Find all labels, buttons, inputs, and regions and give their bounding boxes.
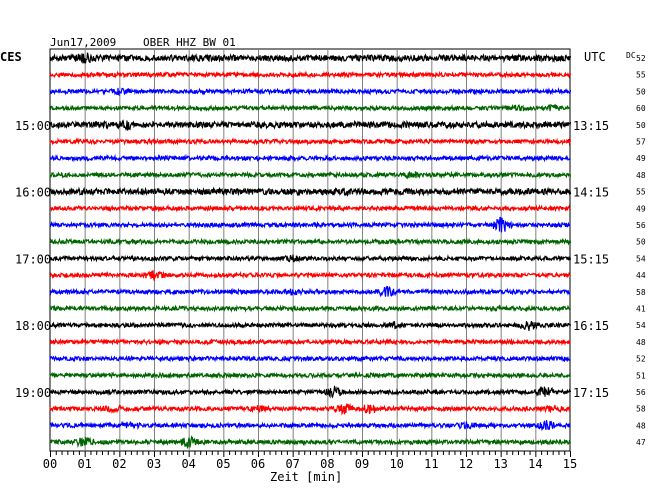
x-tick-label: 04 xyxy=(181,457,195,471)
seismic-trace xyxy=(49,420,571,431)
dc-value-label: 54 xyxy=(636,321,646,330)
dc-value-label: 58 xyxy=(636,405,646,414)
dc-value-label: 48 xyxy=(636,421,646,430)
x-tick-label: 10 xyxy=(389,457,403,471)
x-tick-label: 07 xyxy=(285,457,299,471)
seismic-trace xyxy=(49,186,572,197)
seismic-trace xyxy=(49,103,571,113)
x-tick-label: 00 xyxy=(43,457,57,471)
dc-value-label: 44 xyxy=(636,271,646,280)
x-tick-label: 03 xyxy=(147,457,161,471)
x-tick-label: 01 xyxy=(77,457,91,471)
dc-value-label: 56 xyxy=(636,221,646,230)
seismic-trace xyxy=(49,70,572,79)
seismic-trace xyxy=(49,119,572,131)
plot-labels: Jun17,2009 OBER HHZ BW 01 CES UTC DC Zei… xyxy=(0,36,646,484)
seismic-trace xyxy=(49,402,571,416)
seismic-trace xyxy=(49,153,571,163)
x-tick-label: 05 xyxy=(216,457,230,471)
right-timezone-label: UTC xyxy=(584,50,606,64)
dc-value-label: 57 xyxy=(636,138,646,147)
x-tick-label: 02 xyxy=(112,457,126,471)
seismic-trace xyxy=(49,371,572,380)
x-tick-label: 12 xyxy=(459,457,473,471)
right-time-label: 17:15 xyxy=(573,386,609,400)
left-time-label: 15:00 xyxy=(15,119,51,133)
seismic-trace xyxy=(49,270,572,281)
x-tick-label: 13 xyxy=(493,457,507,471)
seismic-trace xyxy=(49,385,572,399)
dc-value-label: 47 xyxy=(636,438,646,447)
right-time-label: 16:15 xyxy=(573,319,609,333)
x-tick-label: 08 xyxy=(320,457,334,471)
dc-value-label: 52 xyxy=(636,54,646,63)
seismic-trace xyxy=(49,87,572,97)
x-tick-label: 14 xyxy=(528,457,542,471)
seismic-trace xyxy=(49,285,571,298)
seismic-trace xyxy=(49,337,572,347)
left-timezone-label: CES xyxy=(0,50,22,64)
dc-value-label: 49 xyxy=(636,204,646,213)
dc-value-label: 51 xyxy=(636,371,646,380)
plot-station: OBER HHZ BW 01 xyxy=(143,36,236,49)
plot-date: Jun17,2009 xyxy=(50,36,116,49)
dc-value-label: 60 xyxy=(636,104,646,113)
x-tick-label: 15 xyxy=(563,457,577,471)
seismic-trace xyxy=(49,435,572,450)
seismic-trace xyxy=(49,52,572,64)
left-time-label: 16:00 xyxy=(15,186,51,200)
dc-header-label: DC xyxy=(626,51,636,60)
dc-value-label: 41 xyxy=(636,305,646,314)
seismic-trace xyxy=(49,254,572,263)
right-time-label: 13:15 xyxy=(573,119,609,133)
seismic-trace xyxy=(49,137,572,146)
dc-value-label: 56 xyxy=(636,388,646,397)
dc-value-label: 49 xyxy=(636,154,646,163)
dc-value-label: 50 xyxy=(636,238,646,247)
seismic-trace xyxy=(49,320,572,331)
dc-value-label: 50 xyxy=(636,87,646,96)
grid-lines xyxy=(49,48,571,457)
dc-value-label: 48 xyxy=(636,338,646,347)
seismic-trace xyxy=(49,354,571,363)
x-axis-label: Zeit [min] xyxy=(270,470,342,484)
seismic-trace xyxy=(49,204,572,213)
seismic-trace xyxy=(49,237,572,246)
right-time-label: 14:15 xyxy=(573,186,609,200)
left-time-label: 17:00 xyxy=(15,252,51,266)
x-tick-label: 09 xyxy=(355,457,369,471)
dc-value-label: 58 xyxy=(636,288,646,297)
dc-value-label: 50 xyxy=(636,121,646,130)
seismic-trace xyxy=(49,170,572,180)
dc-value-label: 55 xyxy=(636,71,646,80)
seismic-traces xyxy=(49,52,572,450)
left-time-label: 18:00 xyxy=(15,319,51,333)
x-tick-label: 06 xyxy=(251,457,265,471)
dc-value-label: 48 xyxy=(636,171,646,180)
seismic-trace xyxy=(49,304,572,313)
right-time-label: 15:15 xyxy=(573,252,609,266)
dc-value-label: 52 xyxy=(636,355,646,364)
dc-value-label: 55 xyxy=(636,188,646,197)
seismic-trace xyxy=(49,216,571,233)
left-time-label: 19:00 xyxy=(15,386,51,400)
x-tick-label: 11 xyxy=(424,457,438,471)
dc-value-label: 54 xyxy=(636,254,646,263)
